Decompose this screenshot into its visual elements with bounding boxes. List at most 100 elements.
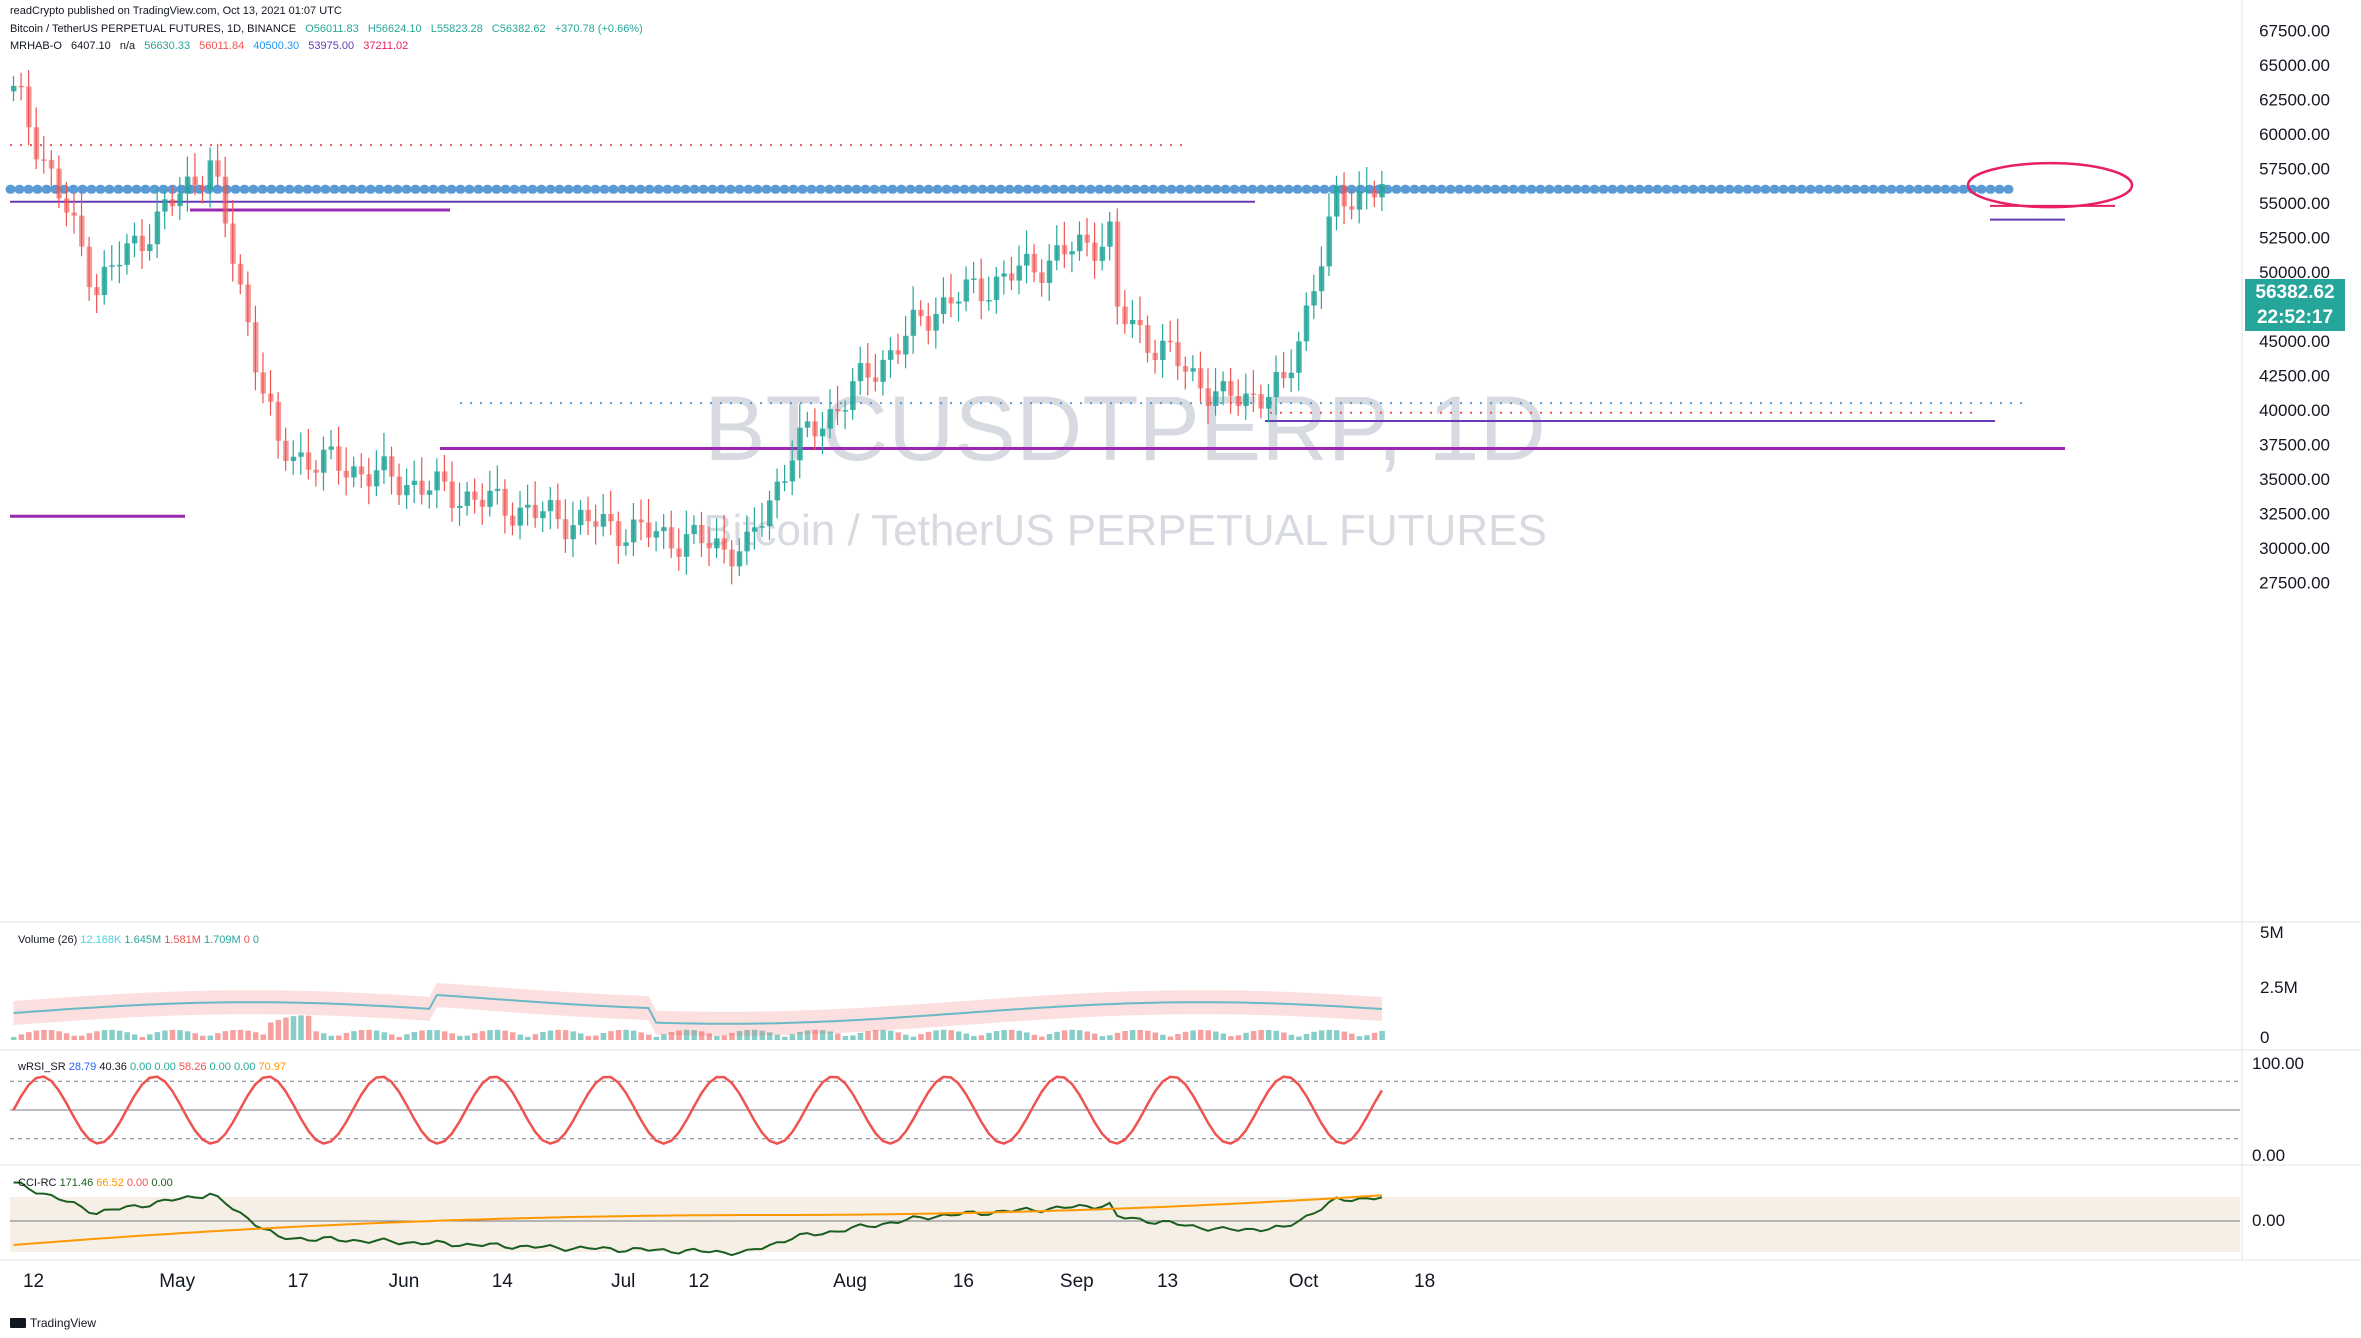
candle-body — [79, 215, 85, 247]
candle-body — [547, 500, 554, 512]
volume-bar — [351, 1031, 357, 1040]
volume-bar — [1175, 1033, 1181, 1040]
volume-bar — [1039, 1036, 1045, 1040]
volume-bar — [1341, 1031, 1348, 1040]
watermark-ticker: BTCUSDTPERP, 1D — [704, 378, 1546, 480]
price-tick-label: 60000.00 — [2259, 125, 2330, 144]
candle-body — [895, 350, 902, 355]
candle-body — [1054, 245, 1060, 261]
volume-bar — [441, 1031, 448, 1040]
candle-body — [1326, 216, 1332, 267]
volume-bar — [789, 1034, 796, 1040]
volume-bar — [419, 1030, 425, 1040]
volume-bar — [237, 1029, 244, 1040]
candle-body — [993, 276, 1000, 301]
candle-body — [131, 235, 138, 244]
volume-bar — [184, 1031, 191, 1040]
candle-body — [366, 474, 372, 487]
highlight-ellipse — [1966, 161, 2134, 209]
volume-tick-0: 0 — [2260, 1028, 2269, 1047]
volume-bar — [426, 1029, 433, 1040]
candle-body — [449, 481, 455, 508]
cci-line — [13, 1181, 1383, 1257]
volume-bar — [116, 1030, 123, 1040]
tradingview-logo-icon — [10, 1318, 26, 1328]
volume-bar — [683, 1029, 690, 1040]
volume-bar — [850, 1035, 856, 1040]
volume-bar — [1137, 1029, 1143, 1040]
volume-bar — [1258, 1029, 1264, 1040]
candle-body — [729, 549, 735, 567]
rsi-tick-100: 100.00 — [2252, 1054, 2304, 1073]
volume-bar — [562, 1030, 569, 1040]
candle-body — [434, 471, 440, 491]
candle-body — [525, 504, 531, 508]
volume-bar — [63, 1033, 70, 1040]
watermark-name: Bitcoin / TetherUS PERPETUAL FUTURES — [703, 506, 1547, 555]
price-tick-label: 55000.00 — [2259, 194, 2330, 213]
candle-body — [494, 488, 501, 491]
volume-bar — [396, 1036, 403, 1040]
volume-bar — [252, 1032, 259, 1040]
time-axis[interactable]: 12 May 17 Jun 14 Jul 12 Aug 16 Sep 13 Oct 18 — [23, 1271, 1435, 1292]
volume-bar — [1069, 1029, 1075, 1040]
volume-bar — [1281, 1032, 1287, 1040]
volume-bar — [207, 1035, 214, 1040]
volume-bar — [910, 1036, 917, 1040]
candle-body — [691, 524, 697, 535]
volume-bar — [1145, 1030, 1151, 1040]
candle-body — [812, 421, 818, 437]
candle-body — [71, 212, 77, 216]
volume-bar — [230, 1030, 236, 1040]
volume-bar — [880, 1029, 886, 1040]
volume-bar — [729, 1032, 735, 1040]
candle-body — [956, 301, 962, 304]
ohlc-low: L55823.28 — [430, 23, 483, 35]
volume-bar — [578, 1033, 584, 1040]
candle-body — [389, 456, 395, 477]
candle-body — [630, 519, 637, 543]
candle-body — [623, 542, 629, 546]
volume-bar — [1152, 1032, 1159, 1040]
volume-bar — [1228, 1036, 1234, 1040]
candle-body — [1039, 272, 1045, 283]
time-tick-label: 12 — [688, 1271, 709, 1292]
volume-bar — [812, 1029, 818, 1040]
volume-bar — [940, 1029, 947, 1040]
volume-bar — [1311, 1031, 1317, 1040]
candle-body — [1213, 391, 1219, 406]
volume-bar — [630, 1030, 637, 1040]
candle-body — [11, 85, 17, 92]
volume-bar — [94, 1031, 100, 1040]
candle-body — [1024, 253, 1030, 266]
candle-body — [668, 527, 675, 549]
published-line: readCrypto published on TradingView.com,… — [10, 5, 348, 17]
candle-body — [1265, 397, 1272, 409]
candle-body — [759, 526, 765, 528]
indicator-v1: 6407.10 — [71, 40, 111, 52]
candle-body — [925, 316, 932, 331]
candle-body — [1129, 319, 1136, 325]
volume-bar — [328, 1035, 335, 1040]
volume-bar — [1076, 1030, 1083, 1040]
volume-bar — [827, 1031, 833, 1040]
candle-body — [1046, 260, 1053, 283]
candle-body — [1341, 185, 1348, 207]
candle-body — [804, 421, 811, 428]
volume-bar — [268, 1022, 274, 1040]
candle-body — [328, 446, 335, 450]
candle-body — [767, 500, 773, 527]
volume-bar — [373, 1030, 380, 1040]
volume-bar — [192, 1033, 198, 1040]
candle-body — [48, 159, 55, 169]
volume-bar — [668, 1031, 675, 1040]
candle-body — [1001, 273, 1007, 277]
volume-bar — [479, 1031, 486, 1040]
cci-tick-0: 0.00 — [2252, 1211, 2285, 1230]
candle-body — [971, 278, 977, 280]
volume-bar — [260, 1034, 266, 1040]
candles-layer — [5, 70, 2134, 585]
candle-body — [1092, 242, 1098, 261]
time-tick-label: Jun — [389, 1271, 420, 1292]
